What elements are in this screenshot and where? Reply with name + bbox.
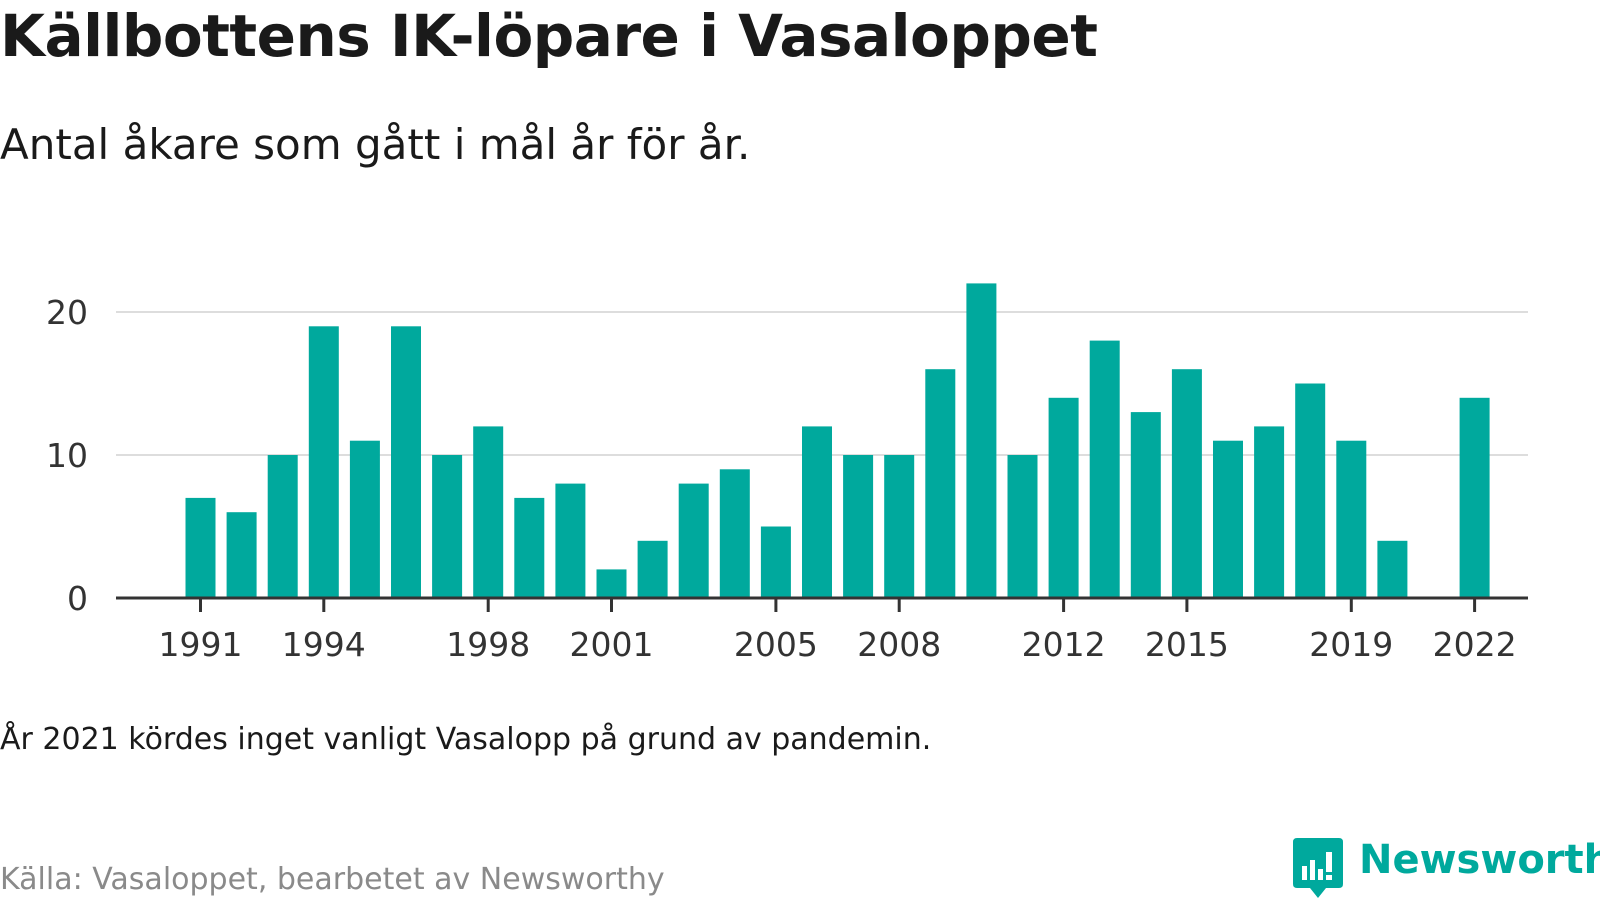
bars	[185, 283, 1490, 598]
bar	[719, 469, 750, 598]
x-tick-label: 2008	[857, 625, 941, 664]
bar	[1377, 540, 1408, 598]
bar	[678, 483, 709, 598]
bar	[1048, 397, 1079, 598]
bar	[1171, 369, 1202, 598]
bar	[1295, 383, 1326, 598]
y-tick-label: 10	[46, 436, 88, 475]
bar	[226, 512, 257, 598]
x-tick-label: 2019	[1309, 625, 1393, 664]
bar	[802, 426, 832, 598]
bar	[391, 326, 421, 598]
bar	[843, 455, 874, 598]
newsworthy-chart-bubble-icon	[1293, 838, 1343, 898]
bar	[555, 483, 586, 598]
chart-subtitle: Antal åkare som gått i mål år för år.	[0, 120, 751, 169]
bar	[1007, 455, 1038, 598]
logo-text: Newsworthy	[1359, 837, 1600, 883]
bar	[1089, 340, 1120, 598]
bar	[1459, 397, 1490, 598]
bar	[267, 455, 298, 598]
bar	[925, 369, 956, 598]
x-tick-label: 2001	[570, 625, 654, 664]
x-tick-label: 1991	[159, 625, 243, 664]
y-tick-label: 20	[46, 293, 88, 332]
bar-chart: 0 10 20 1991 1994 1998 2001 2005 2008 2012 2015 201…	[46, 283, 1528, 664]
bar	[185, 497, 216, 598]
x-tick-label: 1994	[282, 625, 366, 664]
bar	[432, 455, 463, 598]
bar	[1336, 440, 1367, 598]
bar	[1213, 440, 1243, 598]
x-tick-label: 2022	[1433, 625, 1517, 664]
bar	[349, 440, 380, 598]
bar	[308, 326, 339, 598]
chart-note: År 2021 kördes inget vanligt Vasalopp på…	[0, 722, 932, 757]
chart-title: Källbottens IK-löpare i Vasaloppet	[0, 2, 1098, 70]
bar	[760, 526, 791, 598]
axes: 0 10 20 1991 1994 1998 2001 2005 2008 2012 2015 201…	[46, 293, 1528, 664]
bar	[637, 540, 668, 598]
bar	[966, 283, 997, 598]
bar	[1254, 426, 1285, 598]
source-text: Källa: Vasaloppet, bearbetet av Newswort…	[0, 862, 665, 897]
x-tick-label: 2012	[1022, 625, 1106, 664]
x-tick-label: 2015	[1145, 625, 1229, 664]
x-tick-label: 2005	[734, 625, 818, 664]
bar	[514, 497, 545, 598]
y-tick-label: 0	[67, 579, 88, 618]
bar	[1130, 412, 1161, 598]
bar	[473, 426, 504, 598]
x-tick-label: 1998	[446, 625, 530, 664]
bar	[596, 569, 627, 598]
newsworthy-logo[interactable]: Newsworthy	[1293, 838, 1600, 900]
bar	[884, 455, 915, 598]
